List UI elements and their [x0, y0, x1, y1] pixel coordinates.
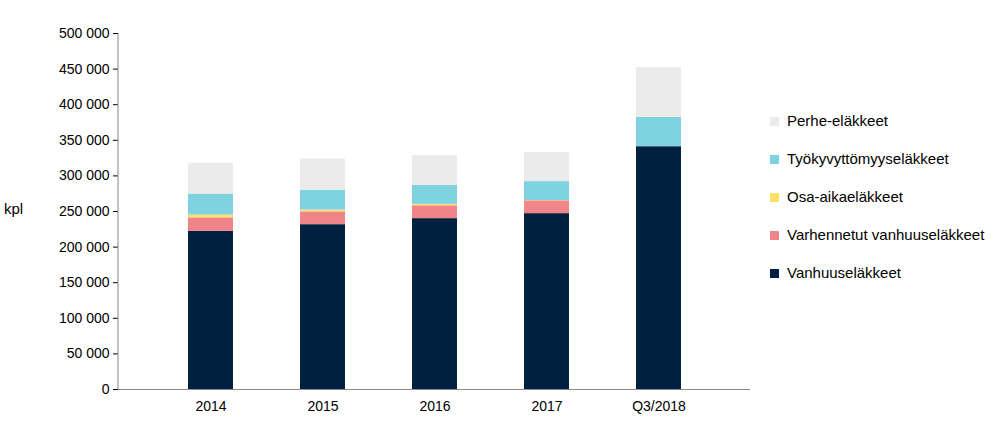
html-text:kpl: kpl [4, 200, 24, 217]
svg-text:Q3/2018: Q3/2018 [632, 398, 686, 414]
svg-text:100 000: 100 000 [59, 310, 110, 326]
svg-text:400 000: 400 000 [59, 96, 110, 112]
svg-text:150 000: 150 000 [59, 274, 110, 290]
html-text:Vanhuuseläkkeet: Vanhuuseläkkeet [787, 264, 901, 281]
svg-text:2017: 2017 [531, 398, 562, 414]
svg-text:2016: 2016 [419, 398, 450, 414]
html-text:Varhennetut vanhuuseläkkeet: Varhennetut vanhuuseläkkeet [787, 226, 985, 243]
html-text:Osa-aikaeläkkeet: Osa-aikaeläkkeet [787, 188, 903, 205]
svg-text:0: 0 [102, 381, 110, 397]
html-text:Perhe-eläkkeet: Perhe-eläkkeet [787, 112, 888, 129]
svg-text:350 000: 350 000 [59, 132, 110, 148]
svg-text:50 000: 50 000 [67, 345, 110, 361]
svg-text:500 000: 500 000 [59, 25, 110, 41]
html-text:Työkyvyttömyyseläkkeet: Työkyvyttömyyseläkkeet [787, 150, 949, 167]
svg-text:2015: 2015 [307, 398, 338, 414]
svg-text:2014: 2014 [195, 398, 226, 414]
svg-text:450 000: 450 000 [59, 61, 110, 77]
svg-text:300 000: 300 000 [59, 167, 110, 183]
svg-text:250 000: 250 000 [59, 203, 110, 219]
svg-text:200 000: 200 000 [59, 239, 110, 255]
